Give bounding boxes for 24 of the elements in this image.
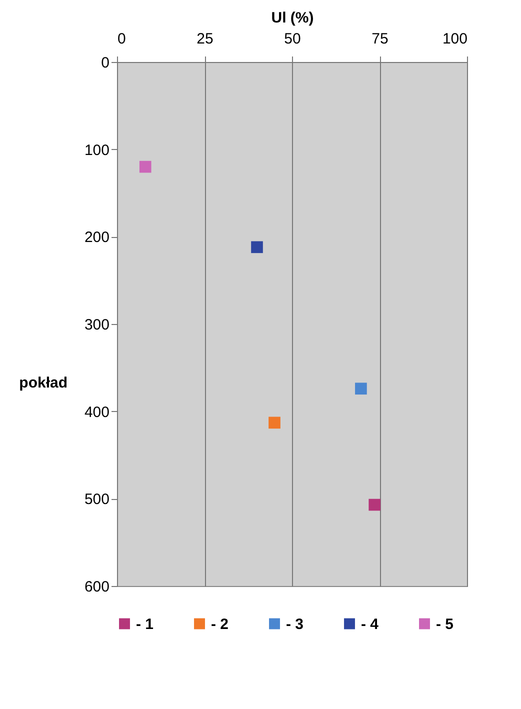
x-tick-label: 25 bbox=[196, 30, 214, 48]
y-tick-label: 600 bbox=[84, 578, 110, 596]
y-tick-label: 200 bbox=[84, 229, 110, 246]
legend-label: - 2 bbox=[211, 616, 229, 633]
legend-label: - 5 bbox=[436, 616, 454, 633]
y-tick-label: 400 bbox=[84, 404, 110, 421]
point bbox=[368, 498, 381, 511]
legend-label: - 1 bbox=[136, 616, 154, 633]
point bbox=[355, 382, 367, 395]
x-tick-label: 0 bbox=[118, 30, 126, 48]
y-axis-title: pokład bbox=[19, 374, 68, 392]
y-tick-label: 500 bbox=[84, 491, 110, 508]
y-tick-label: 300 bbox=[84, 316, 110, 334]
legend-label: - 4 bbox=[361, 616, 380, 633]
x-tick-label: 50 bbox=[284, 30, 301, 48]
x-tick-label: 100 bbox=[442, 30, 468, 48]
y-tick-label: 0 bbox=[101, 54, 110, 72]
legend-label: - 3 bbox=[286, 616, 304, 633]
point bbox=[268, 416, 280, 429]
x-tick-label: 75 bbox=[372, 30, 388, 48]
point bbox=[139, 160, 152, 173]
x-axis-title: Ul (%) bbox=[271, 10, 314, 26]
point bbox=[251, 241, 263, 254]
y-tick-label: 100 bbox=[84, 142, 110, 159]
